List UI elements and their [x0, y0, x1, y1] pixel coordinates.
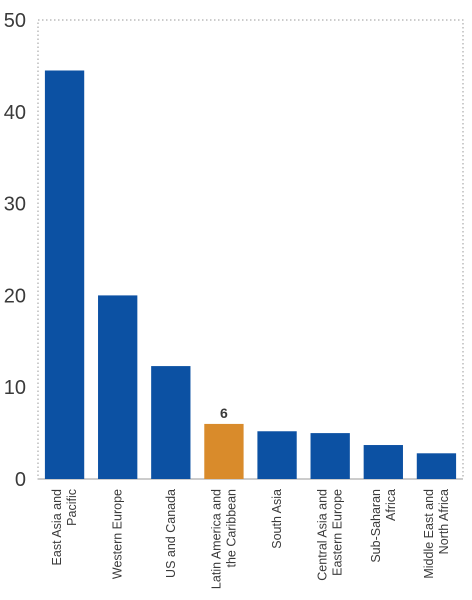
data-labels-group: 6	[220, 405, 228, 421]
x-axis-labels: East Asia and Pacific Western Europe US and…	[50, 489, 451, 589]
data-label: 6	[220, 405, 228, 421]
bar	[310, 433, 350, 479]
x-tick-label: Latin America and the Caribbean	[209, 489, 238, 589]
x-tick-label-line: East Asia and	[50, 489, 64, 565]
x-tick-label-line: Pacific	[65, 489, 79, 526]
bars-group	[44, 70, 457, 480]
x-tick-label: Central Asia and Eastern Europe	[316, 489, 345, 581]
x-tick-label: Western Europe	[111, 489, 125, 579]
x-tick-label: Middle East and North Africa	[422, 489, 451, 579]
x-tick-label-line: the Caribbean	[224, 489, 238, 568]
x-tick-label-line: Middle East and	[422, 489, 436, 579]
y-axis: 0 10 20 30 40 50	[4, 10, 26, 491]
y-tick-label: 20	[4, 285, 26, 307]
x-tick-label: East Asia and Pacific	[50, 489, 79, 565]
x-tick-label: South Asia	[270, 489, 284, 549]
x-tick-label-line: Sub-Saharan	[369, 489, 383, 563]
x-tick-label-line: Africa	[384, 489, 398, 521]
x-tick-label-line: Latin America and	[209, 489, 223, 589]
x-tick-label-line: South Asia	[270, 489, 284, 549]
y-tick-label: 0	[15, 469, 26, 491]
x-tick-label-line: North Africa	[437, 489, 451, 554]
bar	[151, 366, 191, 479]
y-tick-label: 50	[4, 10, 26, 32]
x-tick-label: Sub-Saharan Africa	[369, 489, 398, 563]
y-tick-label: 40	[4, 102, 26, 124]
bar	[98, 295, 138, 479]
bar	[363, 445, 403, 479]
x-tick-label-line: US and Canada	[164, 489, 178, 578]
bar	[416, 453, 457, 479]
x-tick-label-line: Central Asia and	[316, 489, 330, 581]
y-tick-label: 10	[4, 377, 26, 399]
bar	[204, 423, 244, 479]
bar	[257, 431, 297, 479]
x-tick-label-line: Western Europe	[111, 489, 125, 579]
bar	[44, 70, 85, 480]
x-tick-label-line: Eastern Europe	[331, 489, 345, 576]
y-tick-label: 30	[4, 194, 26, 216]
x-tick-label: US and Canada	[164, 489, 178, 578]
